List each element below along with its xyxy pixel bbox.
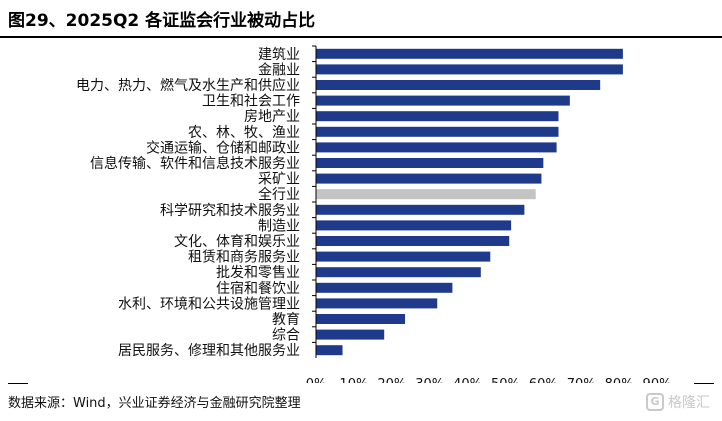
footer-divider-left [8,383,28,384]
category-label: 教育 [272,312,300,328]
bar-11 [316,204,525,215]
category-label: 卫生和社会工作 [202,94,300,110]
category-label: 建筑业 [258,47,300,63]
bar-18 [316,314,406,324]
category-label: 租赁和商务服务业 [188,250,300,266]
bar-10 [316,189,536,200]
source-note: 数据来源：Wind，兴业证券经济与金融研究院整理 [8,396,301,411]
bar-1 [316,48,623,59]
x-tick-label: 60% [529,377,558,383]
bar-16 [316,282,453,293]
category-label: 制造业 [258,218,300,234]
footer-divider-right [694,383,714,384]
category-label: 全行业 [258,186,300,203]
title-bar: 图29、2025Q2 各证监会行业被动占比 [0,0,722,36]
x-tick-label: 80% [605,377,634,383]
category-label: 水利、环境和公共设施管理业 [118,296,300,312]
watermark: G 格隆汇 [646,392,710,412]
x-tick-label: 70% [567,377,596,383]
bar-9 [316,173,542,184]
category-label: 农、林、牧、渔业 [188,125,300,141]
category-label: 交通运输、仓储和邮政业 [146,139,300,156]
bar-12 [316,220,512,231]
bar-2 [316,64,623,75]
bar-6 [316,126,559,137]
bar-13 [316,236,510,246]
bar-15 [316,267,481,278]
category-label: 居民服务、修理和其他服务业 [118,343,300,359]
watermark-logo-icon: G [646,393,664,411]
bar-5 [316,111,559,122]
bar-chart: 建筑业金融业电力、热力、燃气及水生产和供应业卫生和社会工作房地产业农、林、牧、渔… [76,45,672,383]
category-label: 科学研究和技术服务业 [160,203,300,219]
x-tick-label: 90% [643,377,672,383]
category-label: 信息传输、软件和信息技术服务业 [90,155,300,172]
watermark-text: 格隆汇 [668,395,710,411]
category-label: 采矿业 [258,172,300,188]
bar-14 [316,251,491,262]
x-tick-label: 50% [491,377,520,383]
x-tick-label: 10% [339,377,368,383]
chart-title: 图29、2025Q2 各证监会行业被动占比 [8,11,316,31]
category-label: 房地产业 [244,109,300,125]
x-tick-label: 0% [306,377,327,383]
bar-3 [316,80,601,90]
title-divider [0,36,722,38]
category-label: 电力、热力、燃气及水生产和供应业 [76,77,300,94]
x-tick-label: 20% [377,377,406,383]
bar-19 [316,329,385,340]
bar-17 [316,298,438,309]
bar-4 [316,95,570,106]
category-label: 综合 [272,328,300,344]
bar-7 [316,142,557,153]
x-tick-label: 30% [415,377,444,383]
category-label: 金融业 [258,62,300,78]
category-label: 文化、体育和娱乐业 [174,234,300,250]
bar-20 [316,345,343,356]
category-label: 住宿和餐饮业 [216,280,300,297]
x-tick-label: 40% [453,377,482,383]
category-label: 批发和零售业 [216,265,300,281]
bar-8 [316,158,544,168]
